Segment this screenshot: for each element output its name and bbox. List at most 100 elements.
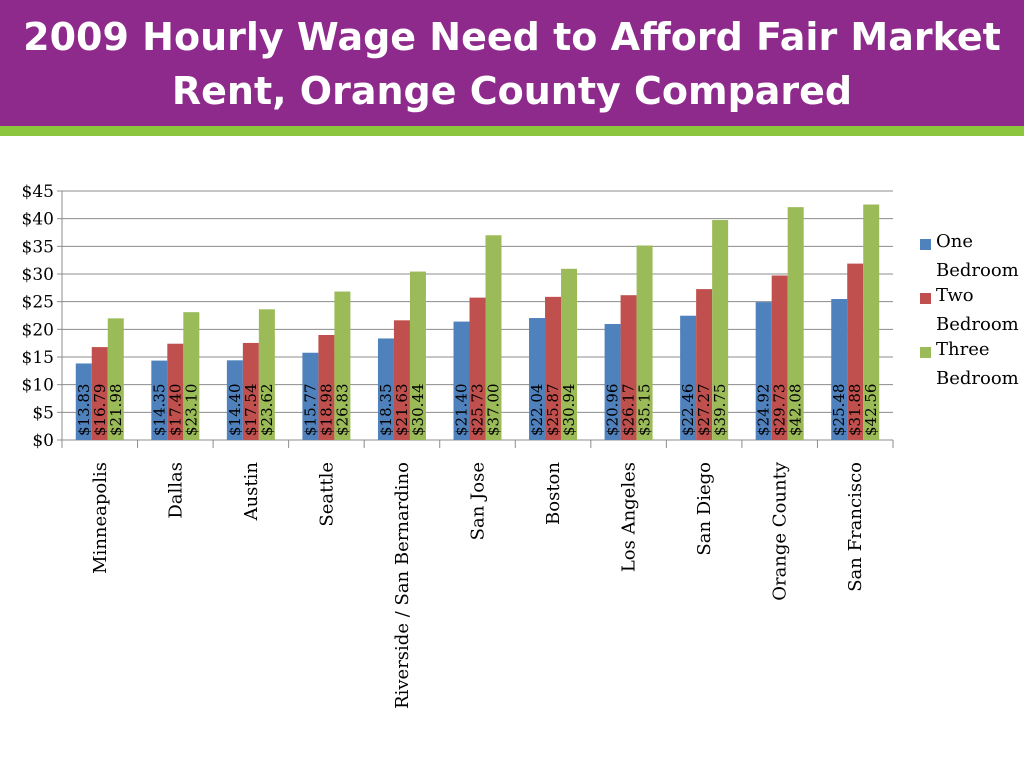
data-label: $42.56 (862, 384, 880, 437)
bar (485, 235, 502, 440)
data-label: $27.27 (695, 384, 713, 437)
bar (787, 207, 804, 440)
bar (453, 321, 470, 440)
data-label: $26.17 (620, 384, 638, 437)
legend-item-three-bedroom: Three Bedroom (920, 339, 1024, 393)
bar (771, 275, 788, 440)
bar (409, 271, 426, 440)
legend-item-two-bedroom: Two Bedroom (920, 285, 1024, 339)
x-tick-label: San Francisco (845, 462, 866, 592)
bar (151, 360, 168, 440)
y-tick-label: $5 (32, 403, 54, 423)
x-tick-label: San Jose (468, 462, 489, 540)
y-tick-label: $25 (22, 293, 54, 313)
y-tick-label: $45 (22, 182, 54, 202)
bar (561, 268, 578, 440)
bar (167, 343, 184, 440)
data-label: $16.79 (91, 384, 109, 437)
y-tick-label: $20 (22, 320, 54, 340)
data-label: $17.40 (166, 384, 184, 437)
bar (469, 297, 486, 440)
data-label: $35.15 (636, 384, 654, 437)
x-tick-label: Los Angeles (619, 462, 640, 572)
bar (377, 338, 394, 440)
bar (334, 291, 351, 440)
data-label: $22.46 (679, 384, 697, 437)
x-tick-label: Boston (543, 462, 564, 525)
header-divider (0, 126, 1024, 136)
bar (393, 320, 410, 440)
data-label: $30.94 (560, 384, 578, 437)
data-label: $21.40 (453, 384, 471, 437)
legend-item-one-bedroom: One Bedroom (920, 231, 1024, 285)
data-label: $14.35 (150, 384, 168, 437)
bar (680, 315, 697, 440)
y-tick-label: $10 (22, 376, 54, 396)
data-label: $15.77 (301, 384, 319, 437)
bar (696, 289, 713, 440)
bar (183, 312, 200, 440)
legend-label-three-bedroom: Three Bedroom (936, 339, 1019, 389)
bar (712, 220, 729, 440)
x-tick-label: San Diego (694, 462, 715, 556)
data-label: $24.92 (755, 384, 773, 437)
chart-legend: One Bedroom Two Bedroom Three Bedroom (920, 231, 1024, 395)
data-label: $18.35 (377, 384, 395, 437)
bar (529, 318, 546, 440)
bar (620, 295, 637, 440)
data-label: $25.87 (544, 384, 562, 437)
y-tick-label: $15 (22, 348, 54, 368)
data-label: $23.10 (182, 384, 200, 437)
y-tick-label: $30 (22, 265, 54, 285)
bar (302, 352, 319, 440)
data-label: $29.73 (771, 384, 789, 437)
x-tick-label: Riverside / San Bernardino (392, 462, 413, 709)
data-label: $25.73 (469, 384, 487, 437)
data-label: $30.44 (409, 384, 427, 437)
data-label: $21.63 (393, 384, 411, 437)
x-tick-label: Orange County (770, 461, 791, 601)
legend-swatch-three-bedroom (920, 347, 931, 358)
x-tick-label: Seattle (316, 462, 337, 527)
data-label: $18.98 (317, 384, 335, 437)
bar (91, 347, 108, 440)
bar (604, 324, 621, 440)
slide-title: 2009 Hourly Wage Need to Afford Fair Mar… (23, 15, 1001, 113)
bar (831, 299, 848, 440)
data-label: $17.54 (242, 384, 260, 437)
data-label: $23.62 (258, 384, 276, 437)
x-tick-label: Austin (241, 462, 262, 522)
bar (75, 363, 92, 440)
bar (545, 296, 562, 440)
bar (755, 302, 772, 440)
bar (258, 309, 275, 440)
bar (636, 245, 653, 440)
bar (107, 318, 124, 440)
data-label: $37.00 (485, 384, 503, 437)
bar (318, 334, 335, 440)
data-label: $22.04 (528, 384, 546, 437)
data-label: $21.98 (107, 384, 125, 437)
data-label: $14.40 (226, 384, 244, 437)
legend-swatch-one-bedroom (920, 239, 931, 250)
y-tick-label: $0 (32, 431, 54, 451)
data-label: $20.96 (604, 384, 622, 437)
bar (226, 360, 243, 440)
y-tick-label: $35 (22, 237, 54, 257)
data-label: $42.08 (787, 384, 805, 437)
data-label: $13.83 (75, 384, 93, 437)
bar (847, 263, 864, 440)
bar (242, 342, 259, 440)
data-label: $26.83 (333, 384, 351, 437)
bar (863, 204, 880, 440)
slide-header: 2009 Hourly Wage Need to Afford Fair Mar… (0, 0, 1024, 126)
x-tick-label: Dallas (165, 462, 186, 519)
data-label: $25.48 (830, 384, 848, 437)
data-label: $39.75 (711, 384, 729, 437)
legend-label-one-bedroom: One Bedroom (936, 231, 1019, 281)
legend-label-two-bedroom: Two Bedroom (936, 285, 1019, 335)
y-tick-label: $40 (22, 210, 54, 230)
x-tick-label: Minneapolis (90, 462, 111, 574)
legend-swatch-two-bedroom (920, 293, 931, 304)
